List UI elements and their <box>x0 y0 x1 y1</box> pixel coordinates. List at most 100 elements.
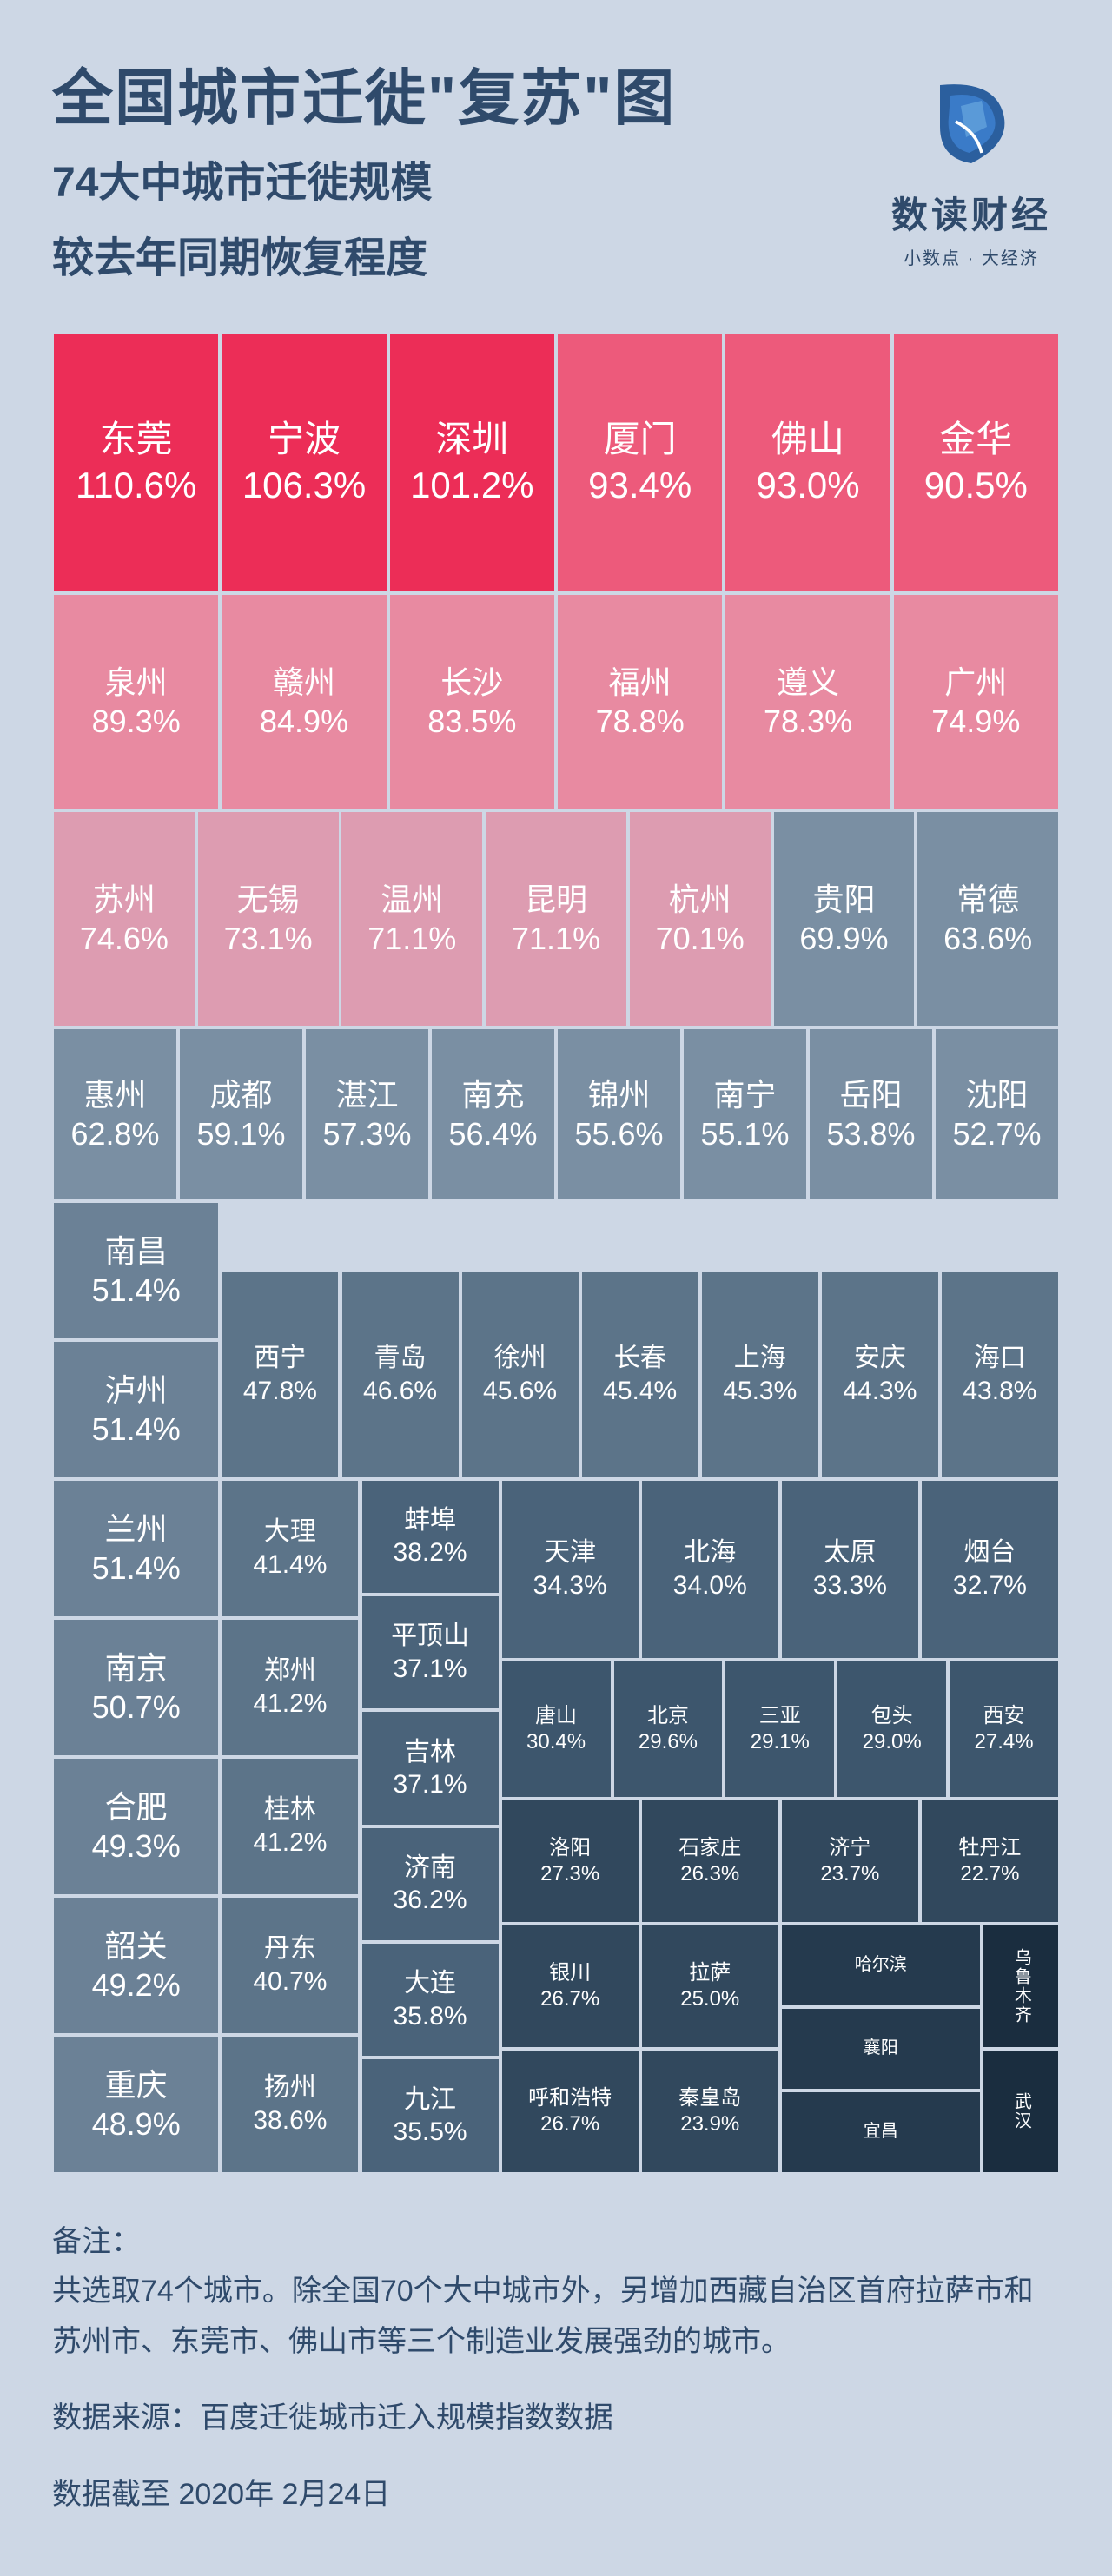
cell-percent: 45.6% <box>483 1375 557 1408</box>
footer: 备注： 共选取74个城市。除全国70个大中城市外，另增加西藏自治区首府拉萨市和苏… <box>52 2217 1060 2520</box>
cell-percent: 50.7% <box>92 1688 181 1727</box>
cell-percent: 27.3% <box>540 1861 599 1887</box>
treemap-cell: 惠州62.8% <box>52 1027 178 1201</box>
cell-percent: 62.8% <box>70 1114 159 1153</box>
treemap-grid: 东莞110.6%宁波106.3%深圳101.2%厦门93.4%佛山93.0%金华… <box>52 333 1060 2174</box>
cell-city: 上海 <box>734 1342 786 1375</box>
cell-city: 安庆 <box>854 1342 906 1375</box>
treemap-cell: 南京50.7% <box>52 1618 220 1757</box>
cell-city: 泉州 <box>105 663 168 702</box>
brand-name: 数读财经 <box>891 186 1051 239</box>
cell-city: 济南 <box>404 1852 456 1885</box>
treemap-cell: 长沙83.5% <box>388 593 556 810</box>
cell-city: 呼和浩特 <box>528 2085 612 2111</box>
cell-percent: 23.9% <box>680 2111 739 2137</box>
cell-percent: 57.3% <box>322 1114 411 1153</box>
cell-percent: 22.7% <box>960 1861 1019 1887</box>
cell-city: 南宁 <box>713 1075 776 1114</box>
cell-city: 金华 <box>939 417 1012 463</box>
cell-city: 宜昌 <box>864 2121 898 2143</box>
cell-percent: 59.1% <box>196 1114 285 1153</box>
cell-city: 成都 <box>209 1075 272 1114</box>
cell-percent: 106.3% <box>242 463 366 509</box>
treemap-cell: 东莞110.6% <box>52 333 220 593</box>
treemap-cell: 郑州41.2% <box>220 1618 360 1757</box>
cell-city: 洛阳 <box>549 1835 591 1861</box>
cell-percent: 48.9% <box>92 2104 181 2143</box>
treemap-cell: 厦门93.4% <box>556 333 724 593</box>
treemap-cell: 乌鲁木齐 <box>982 1924 1060 2049</box>
cell-city: 宁波 <box>268 417 341 463</box>
cell-city: 三亚 <box>759 1703 801 1729</box>
treemap-cell: 襄阳 <box>780 2007 982 2091</box>
cell-city: 锦州 <box>587 1075 650 1114</box>
treemap-cell: 包头29.0% <box>836 1660 948 1799</box>
cell-city: 南昌 <box>105 1232 168 1271</box>
treemap-cell: 泉州89.3% <box>52 593 220 810</box>
treemap-cell: 哈尔滨 <box>780 1924 982 2007</box>
cell-city: 襄阳 <box>864 2038 898 2059</box>
treemap-cell: 韶关49.2% <box>52 1896 220 2035</box>
cell-percent: 45.3% <box>723 1375 797 1408</box>
cell-percent: 45.4% <box>603 1375 677 1408</box>
cell-city: 遵义 <box>777 663 839 702</box>
title-main: 全国城市迁徙"复苏"图 <box>52 61 676 137</box>
cell-percent: 63.6% <box>943 919 1032 958</box>
cell-city: 泸州 <box>105 1371 168 1410</box>
cell-percent: 38.6% <box>253 2104 327 2137</box>
treemap-cell: 深圳101.2% <box>388 333 556 593</box>
treemap-cell: 蚌埠38.2% <box>361 1479 500 1595</box>
cell-percent: 29.6% <box>639 1729 698 1755</box>
cell-percent: 27.4% <box>975 1729 1034 1755</box>
cell-percent: 25.0% <box>680 1986 739 2012</box>
treemap-cell: 金华90.5% <box>892 333 1060 593</box>
treemap-cell: 合肥49.3% <box>52 1757 220 1896</box>
cell-percent: 74.9% <box>931 702 1020 741</box>
cell-city: 沈阳 <box>965 1075 1028 1114</box>
treemap-cell: 宁波106.3% <box>220 333 387 593</box>
cell-percent: 38.2% <box>394 1536 467 1569</box>
cell-percent: 70.1% <box>656 919 745 958</box>
cell-city: 岳阳 <box>839 1075 902 1114</box>
cell-percent: 41.4% <box>253 1549 327 1582</box>
cell-percent: 83.5% <box>427 702 516 741</box>
cell-city: 常德 <box>956 880 1019 919</box>
brand-block: 数读财经 小数点 · 大经济 <box>891 69 1051 269</box>
cell-city: 苏州 <box>93 880 156 919</box>
treemap-cell: 西安27.4% <box>948 1660 1060 1799</box>
treemap-cell: 济宁23.7% <box>780 1799 920 1924</box>
treemap-cell: 海口43.8% <box>940 1271 1060 1479</box>
treemap-cell: 桂林41.2% <box>220 1757 360 1896</box>
cell-percent: 51.4% <box>92 1271 181 1310</box>
cell-city: 长沙 <box>440 663 503 702</box>
treemap-cell: 武汉 <box>982 2049 1060 2174</box>
treemap-cell: 福州78.8% <box>556 593 724 810</box>
cell-city: 牡丹江 <box>958 1835 1021 1861</box>
cell-percent: 32.7% <box>953 1569 1027 1602</box>
cell-percent: 41.2% <box>253 1826 327 1859</box>
cell-city: 石家庄 <box>678 1835 741 1861</box>
header: 全国城市迁徙"复苏"图 74大中城市迁徙规模 较去年同期恢复程度 数读财经 小数… <box>52 61 1060 289</box>
cell-city: 哈尔滨 <box>855 1954 907 1976</box>
cell-city: 郑州 <box>264 1655 316 1688</box>
cell-city: 杭州 <box>669 880 731 919</box>
cell-percent: 47.8% <box>243 1375 317 1408</box>
cell-city: 兰州 <box>105 1509 168 1549</box>
cell-city: 桂林 <box>264 1793 316 1826</box>
cell-city: 包头 <box>871 1703 913 1729</box>
title-block: 全国城市迁徙"复苏"图 74大中城市迁徙规模 较去年同期恢复程度 <box>52 61 676 289</box>
cell-percent: 49.2% <box>92 1965 181 2005</box>
cell-city: 拉萨 <box>689 1960 731 1986</box>
cell-percent: 26.7% <box>540 1986 599 2012</box>
cell-city: 佛山 <box>771 417 844 463</box>
cell-percent: 51.4% <box>92 1549 181 1588</box>
cell-city: 吉林 <box>404 1736 456 1769</box>
cell-city: 西宁 <box>254 1342 306 1375</box>
cell-city: 厦门 <box>604 417 677 463</box>
footer-note-text: 共选取74个城市。除全国70个大中城市外，另增加西藏自治区首府拉萨市和苏州市、东… <box>52 2275 1034 2358</box>
treemap-cell: 大理41.4% <box>220 1479 360 1618</box>
brand-logo-icon <box>919 69 1023 174</box>
treemap-cell: 兰州51.4% <box>52 1479 220 1618</box>
cell-percent: 26.3% <box>680 1861 739 1887</box>
cell-city: 北京 <box>647 1703 689 1729</box>
